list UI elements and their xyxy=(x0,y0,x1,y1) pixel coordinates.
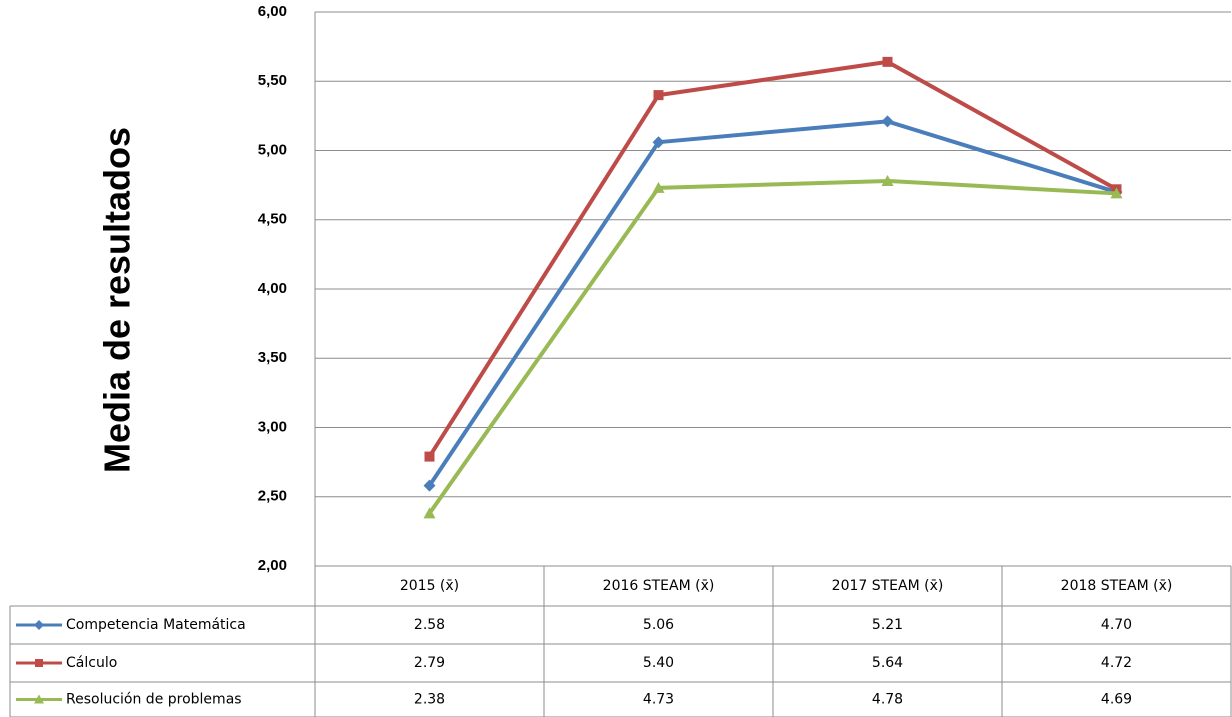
table-cell: 4.72 xyxy=(1101,655,1132,671)
marker xyxy=(424,451,435,462)
legend-label: Resolución de problemas xyxy=(66,692,242,708)
y-tick-label: 6,00 xyxy=(258,3,287,20)
table-cell: 4.69 xyxy=(1101,692,1132,708)
series-line xyxy=(427,119,1118,487)
y-tick-label: 2,50 xyxy=(258,488,287,505)
legend-label: Competencia Matemática xyxy=(66,617,246,633)
y-tick-label: 3,00 xyxy=(258,418,287,435)
table-cell: 2.79 xyxy=(414,655,445,671)
legend-marker xyxy=(34,620,44,630)
x-tick-label: 2018 STEAM (x̄) xyxy=(1061,578,1173,594)
table-cell: 4.73 xyxy=(643,692,674,708)
marker xyxy=(653,90,664,101)
x-tick-label: 2017 STEAM (x̄) xyxy=(832,578,944,594)
marker xyxy=(881,115,894,128)
y-tick-label: 5,00 xyxy=(258,141,287,158)
x-tick-label: 2015 (x̄) xyxy=(400,578,459,594)
series-line xyxy=(427,59,1118,458)
x-tick-label: 2016 STEAM (x̄) xyxy=(603,578,715,594)
table-cell: 4.78 xyxy=(872,692,903,708)
marker xyxy=(881,174,894,186)
legend-marker xyxy=(35,659,43,667)
table-cell: 4.70 xyxy=(1101,617,1132,633)
legend-label: Cálculo xyxy=(66,655,117,671)
y-tick-label: 3,50 xyxy=(258,349,287,366)
table-cell: 5.21 xyxy=(872,617,903,633)
y-axis-label: Media de resultados xyxy=(97,127,138,473)
table-cell: 2.58 xyxy=(414,617,445,633)
table-cell: 2.38 xyxy=(414,692,445,708)
marker xyxy=(652,181,665,193)
table-cell: 5.40 xyxy=(643,655,674,671)
y-tick-label: 2,00 xyxy=(258,557,287,574)
table-cell: 5.64 xyxy=(872,655,903,671)
marker xyxy=(882,56,893,67)
marker xyxy=(1110,187,1123,199)
table-cell: 5.06 xyxy=(643,617,674,633)
series-line xyxy=(427,178,1117,515)
marker xyxy=(652,136,665,149)
marker xyxy=(423,479,436,492)
y-tick-label: 4,00 xyxy=(258,280,287,297)
y-tick-label: 4,50 xyxy=(258,211,287,228)
marker xyxy=(423,507,436,519)
legend-marker xyxy=(34,694,44,704)
y-tick-label: 5,50 xyxy=(258,72,287,89)
